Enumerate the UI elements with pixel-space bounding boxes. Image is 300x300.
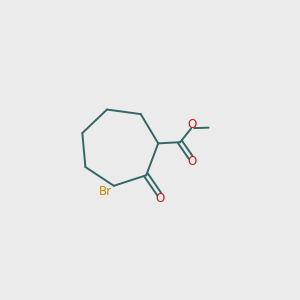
Text: O: O [187,155,196,168]
Text: Br: Br [98,185,112,198]
Text: O: O [188,118,197,131]
Text: O: O [155,192,165,205]
